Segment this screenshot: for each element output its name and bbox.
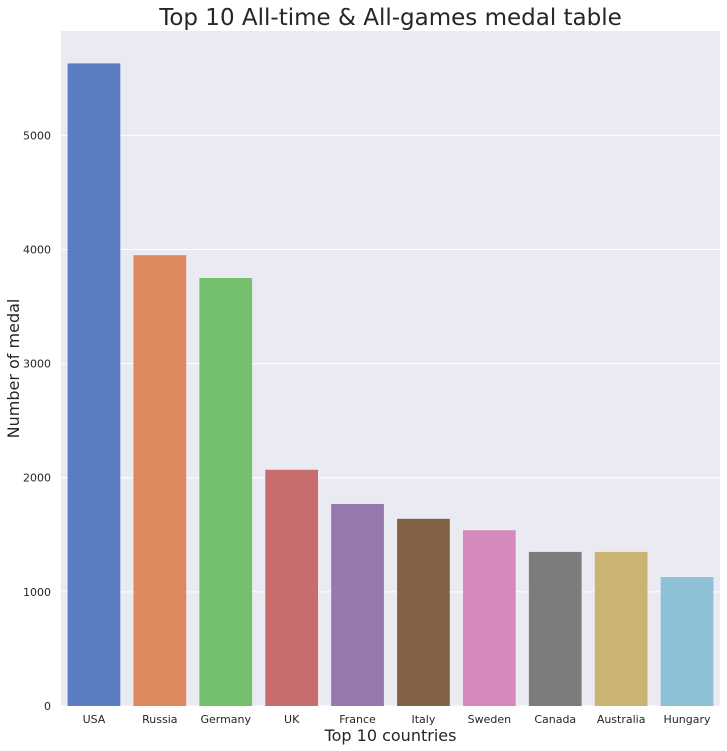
x-tick-label: Italy [412,713,436,726]
y-tick-label: 5000 [23,129,51,142]
x-tick-label: France [339,713,376,726]
bars [67,63,714,706]
x-axis-label: Top 10 countries [324,726,457,745]
y-axis-label: Number of medal [4,299,23,439]
chart-title: Top 10 All-time & All-games medal table [158,5,622,31]
x-tick-label: Germany [200,713,251,726]
bar-germany [199,277,253,706]
y-tick-label: 2000 [23,472,51,485]
x-tick-label: USA [83,713,106,726]
y-tick-label: 0 [44,700,51,713]
bar-russia [133,255,187,706]
x-tick-labels: USA Russia Germany UK France Italy Sweden Canad… [83,713,711,726]
bar-hungary [660,577,714,706]
x-tick-label: Hungary [664,713,711,726]
y-tick-labels: 0 1000 2000 3000 4000 5000 [23,129,51,713]
bar-canada [528,551,582,706]
y-tick-label: 4000 [23,243,51,256]
bar-uk [265,469,319,706]
x-tick-label: Australia [597,713,646,726]
x-tick-label: Sweden [468,713,511,726]
x-tick-label: Canada [534,713,576,726]
bar-italy [397,518,450,706]
bar-sweden [462,530,516,706]
bar-usa [67,63,121,706]
x-tick-label: UK [284,713,300,726]
y-tick-label: 3000 [23,358,51,371]
bar-australia [594,551,648,706]
bar-france [331,503,384,706]
y-tick-label: 1000 [23,586,51,599]
x-tick-label: Russia [142,713,177,726]
